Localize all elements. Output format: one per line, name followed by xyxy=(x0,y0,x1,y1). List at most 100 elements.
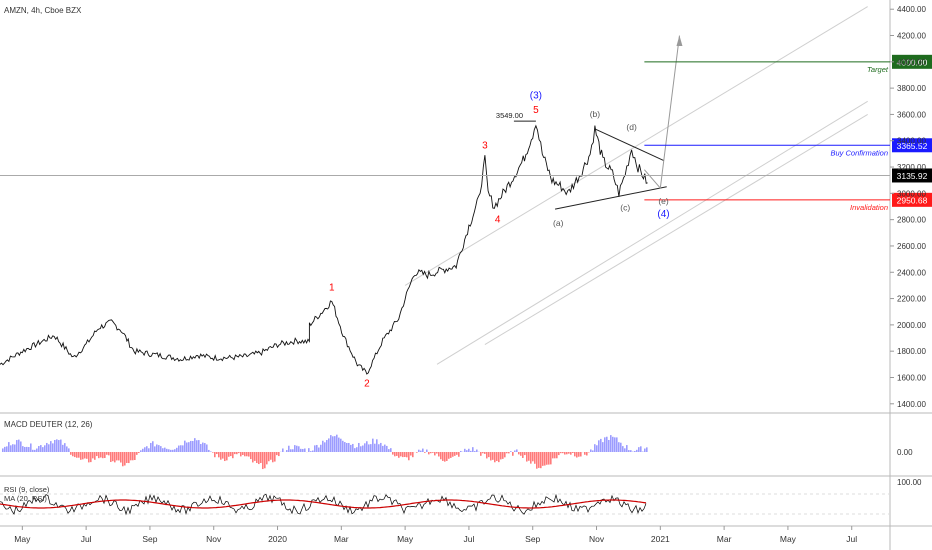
macd-bar xyxy=(106,452,108,455)
macd-bar xyxy=(50,441,52,452)
macd-bar xyxy=(350,444,352,452)
macd-bar xyxy=(376,439,378,452)
macd-bar xyxy=(538,452,540,468)
macd-bar xyxy=(492,452,494,460)
macd-bar xyxy=(638,447,640,452)
macd-bar xyxy=(36,448,38,452)
macd-bar xyxy=(362,445,364,452)
macd-bar xyxy=(532,452,534,462)
y-tick-label: 2800.00 xyxy=(897,216,926,225)
macd-bar xyxy=(356,447,358,452)
macd-bar xyxy=(466,450,468,452)
x-tick-label: Nov xyxy=(589,534,605,544)
level-label: Invalidation xyxy=(850,203,888,212)
macd-bar xyxy=(438,452,440,457)
x-tick-label: 2021 xyxy=(651,534,670,544)
macd-bar xyxy=(152,441,154,452)
y-tick-label: 2400.00 xyxy=(897,268,926,277)
macd-bar xyxy=(268,452,270,462)
macd-bar xyxy=(162,448,164,452)
y-tick-label: 4200.00 xyxy=(897,32,926,41)
macd-bar xyxy=(208,449,210,452)
macd-bar xyxy=(566,452,568,455)
macd-bar xyxy=(408,452,410,461)
macd-bar xyxy=(340,438,342,452)
macd-bar xyxy=(164,447,166,452)
macd-bar xyxy=(34,449,36,452)
macd-bar xyxy=(550,452,552,465)
macd-bar xyxy=(32,449,34,452)
macd-bar xyxy=(312,450,314,452)
macd-bar xyxy=(624,448,626,452)
macd-bar xyxy=(182,445,184,452)
macd-bar xyxy=(390,448,392,452)
macd-bar xyxy=(372,438,374,452)
macd-bar xyxy=(122,452,124,467)
x-tick-label: 2020 xyxy=(268,534,287,544)
macd-bar xyxy=(236,452,238,455)
macd-bar xyxy=(90,452,92,463)
macd-bar xyxy=(70,452,72,455)
macd-bar xyxy=(402,452,404,458)
macd-bar xyxy=(322,440,324,452)
macd-bar xyxy=(556,452,558,459)
triangle-upper-line xyxy=(594,128,664,161)
macd-bar xyxy=(138,452,140,454)
macd-bar xyxy=(160,446,162,452)
x-tick-label: Jul xyxy=(846,534,857,544)
macd-bar xyxy=(520,452,522,456)
macd-bar xyxy=(282,448,284,452)
macd-bar xyxy=(610,435,612,452)
level-price-text: 2950.68 xyxy=(897,195,928,205)
macd-bar xyxy=(506,452,508,454)
macd-bar xyxy=(368,444,370,452)
macd-bar xyxy=(488,452,490,458)
level-price-tag xyxy=(892,138,932,153)
macd-bar xyxy=(518,452,520,455)
rsi-line xyxy=(0,493,647,516)
macd-bar xyxy=(546,452,548,465)
macd-bar xyxy=(486,452,488,459)
macd-bar xyxy=(232,452,234,459)
macd-bar xyxy=(378,444,380,452)
macd-bar xyxy=(594,444,596,452)
macd-bar xyxy=(336,434,338,452)
macd-bar xyxy=(476,449,478,452)
macd-bar xyxy=(502,452,504,459)
macd-bar xyxy=(92,452,94,459)
macd-bar xyxy=(598,440,600,452)
x-tick-label: Jul xyxy=(463,534,474,544)
macd-bar xyxy=(190,440,192,452)
macd-bar xyxy=(404,452,406,457)
price-axis-ticks: 1400.00 1600.00 1800.00 2000.00 2200.00 2400.… xyxy=(890,5,926,409)
macd-bar xyxy=(194,438,196,452)
macd-bar xyxy=(198,440,200,452)
macd-bar xyxy=(628,450,630,452)
macd-bar xyxy=(490,452,492,461)
wave-label-gray: (e) xyxy=(658,196,669,206)
macd-bar xyxy=(288,445,290,452)
macd-bar xyxy=(618,442,620,452)
macd-bar xyxy=(630,450,632,452)
macd-bar xyxy=(616,437,618,452)
x-tick-label: May xyxy=(780,534,797,544)
macd-bar xyxy=(24,446,26,452)
macd-bar xyxy=(314,445,316,452)
macd-bar xyxy=(644,448,646,452)
macd-bar xyxy=(572,452,574,453)
macd-bar xyxy=(184,440,186,452)
macd-bar xyxy=(608,440,610,452)
macd-bar xyxy=(386,445,388,452)
macd-bar xyxy=(458,452,460,457)
macd-bar xyxy=(110,452,112,462)
macd-bar xyxy=(84,452,86,459)
wave-label-red: 4 xyxy=(495,214,501,225)
macd-bar xyxy=(308,448,310,452)
macd-bar xyxy=(196,440,198,452)
macd-bar xyxy=(346,443,348,452)
macd-bar xyxy=(18,439,20,452)
level-label: Buy Confirmation xyxy=(830,148,888,157)
macd-bar xyxy=(396,452,398,456)
macd-bar xyxy=(2,448,4,452)
